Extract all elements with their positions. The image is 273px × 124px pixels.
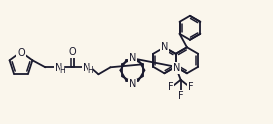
Text: H: H <box>88 66 93 75</box>
Text: N: N <box>129 79 136 89</box>
Text: H: H <box>60 66 65 75</box>
Text: F: F <box>168 82 173 92</box>
Text: N: N <box>83 63 90 73</box>
Text: N: N <box>55 63 62 73</box>
Text: N: N <box>173 63 180 73</box>
Text: N: N <box>129 53 136 63</box>
Text: O: O <box>17 47 25 58</box>
Text: O: O <box>69 47 76 57</box>
Text: F: F <box>178 91 183 101</box>
Text: N: N <box>161 42 168 52</box>
Text: F: F <box>188 82 194 92</box>
